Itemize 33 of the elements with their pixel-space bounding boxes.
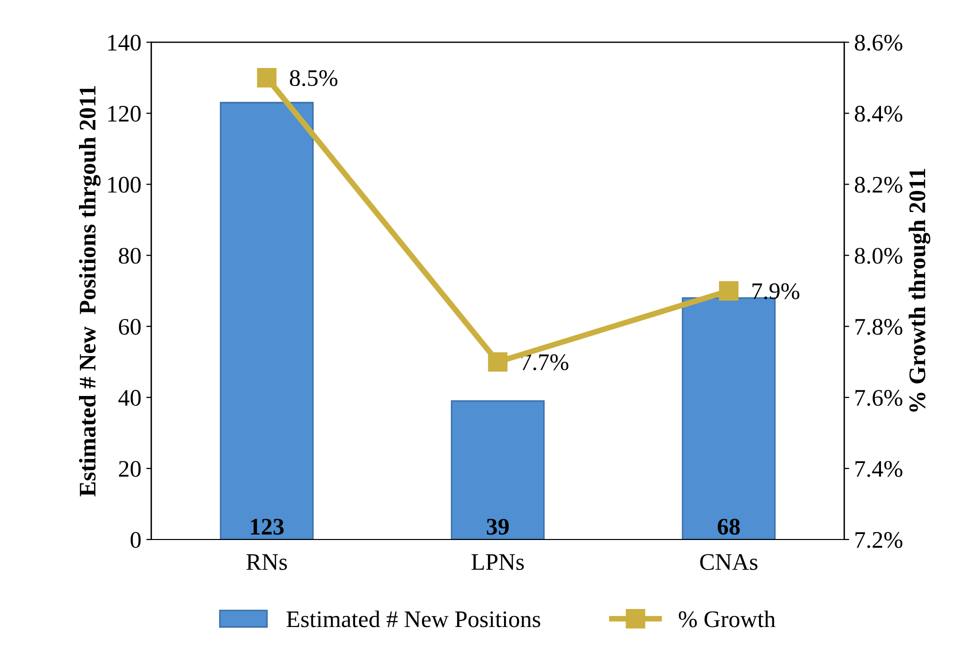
point xyxy=(257,68,276,88)
y2-tick-label: 8.4% xyxy=(854,106,902,122)
y-tick-label: 100 xyxy=(108,176,141,193)
y-axis-title: Estimated # New Positions thrgouh 2011 xyxy=(78,86,101,496)
y2-tick-label: 7.2% xyxy=(856,532,902,548)
data-label: 123 xyxy=(250,518,284,535)
legend-label: % Growth xyxy=(678,610,776,628)
y-tick-label: 120 xyxy=(108,106,141,122)
y2-tick-label: 7.8% xyxy=(856,318,902,335)
bar xyxy=(220,102,314,540)
data-label: 39 xyxy=(486,518,509,535)
y-tick-label: 40 xyxy=(118,390,141,406)
y2-axis-title: % Growth through 2011 xyxy=(908,168,930,412)
x-tick-label: LPNs xyxy=(472,554,524,570)
y-tick-label: 0 xyxy=(130,532,141,548)
point xyxy=(719,281,738,301)
data-label: 68 xyxy=(718,518,740,535)
data-label: 8.5% xyxy=(290,70,338,86)
y2-tick-label: 8.0% xyxy=(854,248,902,264)
legend-label: Estimated # New Positions xyxy=(286,610,540,628)
y2-tick-label: 8.6% xyxy=(854,34,902,51)
y2-tick-label: 7.6% xyxy=(856,390,902,406)
x-tick-label: RNs xyxy=(246,554,287,570)
point xyxy=(488,352,508,372)
x-tick-label: CNAs xyxy=(700,554,758,570)
y2-tick-label: 8.2% xyxy=(854,176,902,193)
y2-tick-label: 7.4% xyxy=(856,460,902,477)
data-label: 7.9% xyxy=(752,283,800,300)
y-tick-label: 60 xyxy=(118,318,141,335)
y-tick-label: 80 xyxy=(118,248,141,264)
y-tick-label: 140 xyxy=(108,34,141,51)
bar xyxy=(450,400,545,540)
y-tick-label: 20 xyxy=(118,460,141,477)
